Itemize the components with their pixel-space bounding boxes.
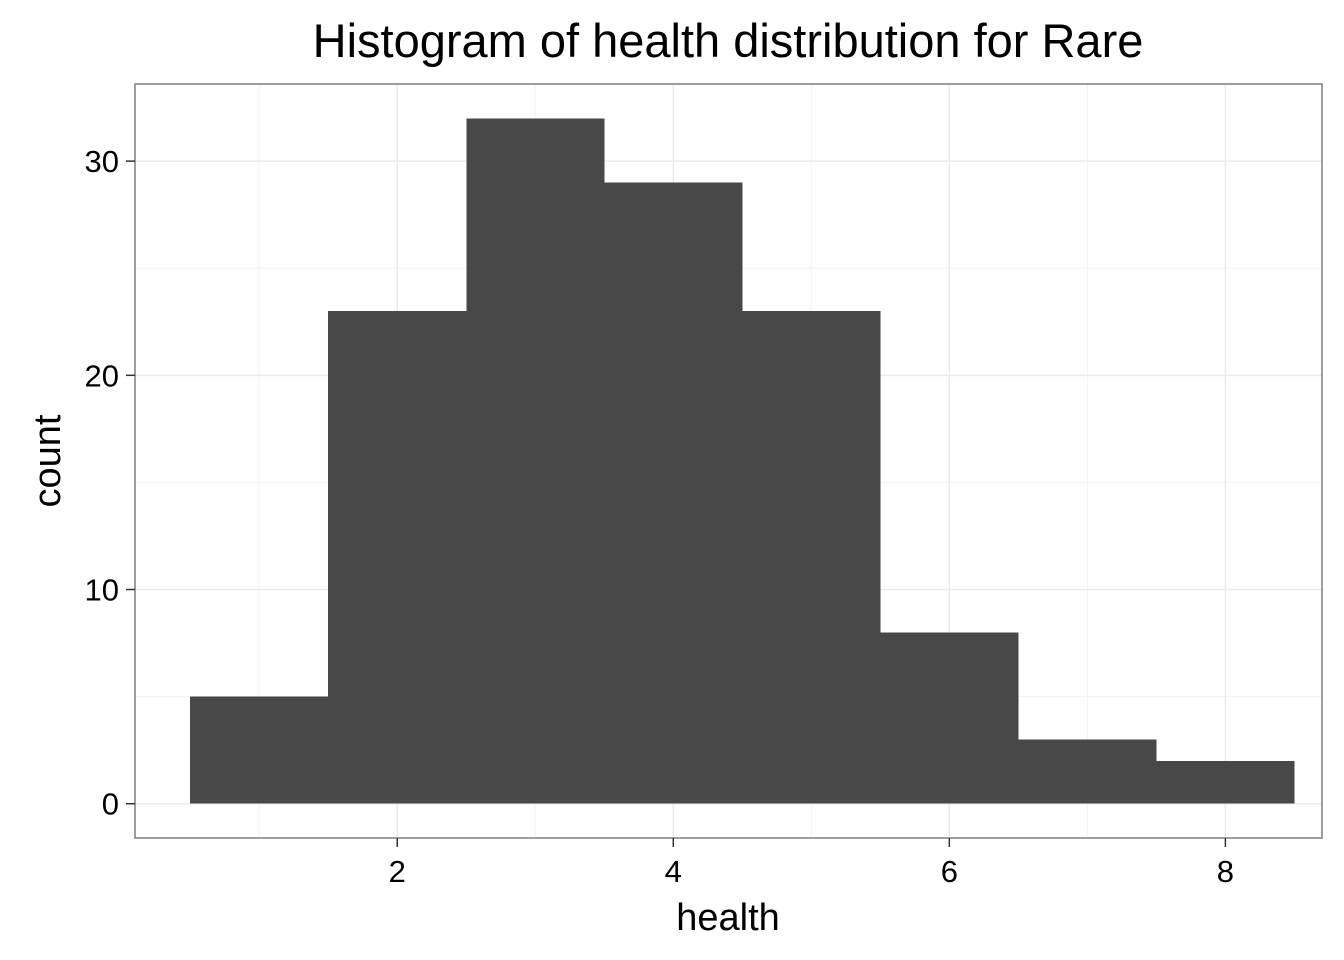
x-tick-label: 8	[1217, 854, 1234, 889]
x-axis-title: health	[676, 897, 780, 939]
y-tick-label: 0	[102, 787, 119, 822]
y-tick-label: 10	[85, 573, 119, 608]
histogram-bar	[466, 118, 605, 804]
chart-title: Histogram of health distribution for Rar…	[313, 14, 1144, 67]
histogram-bars	[190, 118, 1295, 804]
histogram-bar	[604, 182, 743, 804]
histogram-bar	[328, 311, 467, 804]
y-tick-label: 20	[85, 358, 119, 393]
x-tick-label: 2	[389, 854, 406, 889]
y-axis-ticks: 0 10 20 30	[85, 144, 135, 822]
histogram-bar	[1018, 739, 1157, 804]
x-axis-ticks: 2 4 6 8	[389, 838, 1234, 889]
y-tick-label: 30	[85, 144, 119, 179]
x-tick-label: 6	[941, 854, 958, 889]
y-axis-title: count	[27, 414, 69, 507]
histogram-bar	[880, 632, 1019, 804]
histogram-bar	[742, 311, 881, 804]
x-tick-label: 4	[665, 854, 682, 889]
histogram-bar	[1156, 760, 1295, 804]
histogram-bar	[190, 696, 329, 804]
plot-panel-border	[134, 83, 1323, 839]
